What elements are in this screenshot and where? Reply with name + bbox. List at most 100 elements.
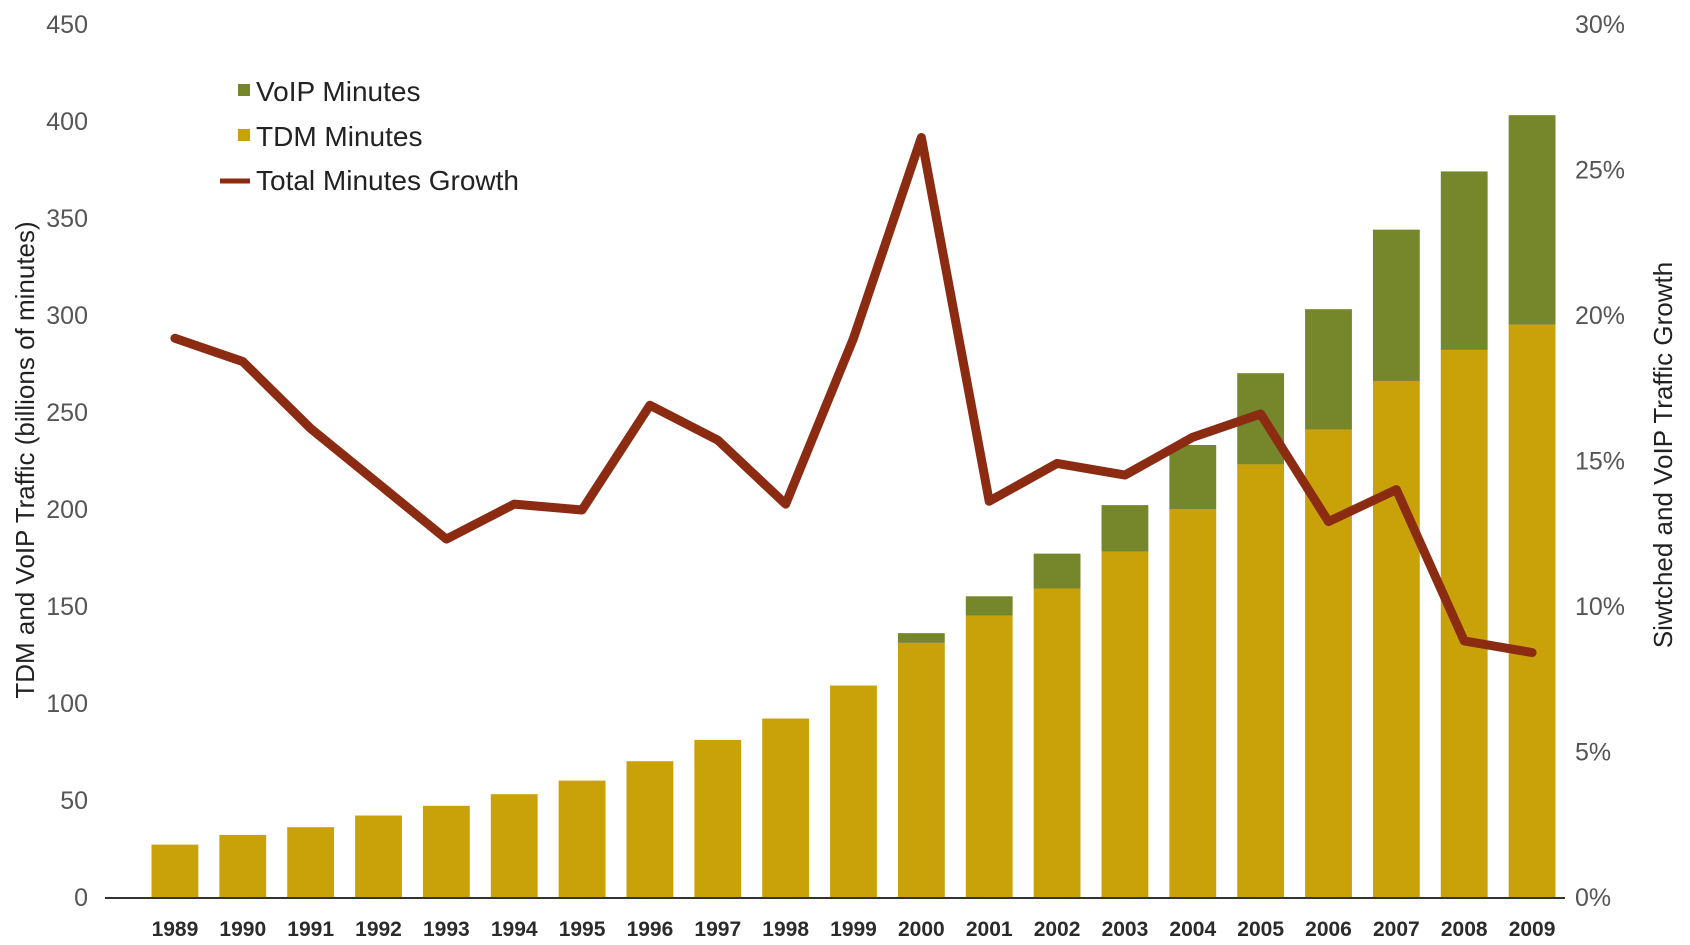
x-tick-label: 2001: [966, 918, 1013, 941]
bar-tdm: [1237, 464, 1285, 897]
growth-point: [717, 439, 719, 441]
growth-point: [310, 427, 312, 429]
y2-tick-label: 5%: [1575, 739, 1611, 767]
y-axis-title: TDM and VoIP Traffic (billions of minute…: [10, 221, 40, 698]
y2-axis-title: Siwtched and VoIP Traffic Growth: [1648, 262, 1678, 648]
x-tick-label: 2002: [1034, 918, 1081, 941]
x-tick-label: 1992: [355, 918, 402, 941]
left-axis-ticks: 0 50 100 150 200 250 300 350 400 450: [46, 11, 88, 912]
x-tick-label: 2008: [1441, 918, 1488, 941]
y-tick-label: 350: [46, 205, 88, 233]
y-tick-label: 450: [46, 11, 88, 39]
x-tick-label: 2004: [1169, 918, 1216, 941]
bar-voip: [965, 596, 1013, 616]
x-tick-label: 1999: [830, 918, 877, 941]
bar-tdm: [287, 827, 335, 897]
legend-label-voip: VoIP Minutes: [256, 76, 420, 107]
y2-tick-label: 0%: [1575, 884, 1611, 912]
legend-label-tdm: TDM Minutes: [256, 121, 422, 152]
growth-point: [174, 337, 176, 339]
bar-voip: [1033, 553, 1081, 589]
growth-line-layer: [170, 132, 1537, 658]
bar-tdm: [355, 815, 402, 897]
legend-label-growth: Total Minutes Growth: [256, 165, 519, 196]
bar-tdm: [151, 844, 199, 897]
bar-voip: [1508, 115, 1556, 325]
growth-point: [649, 404, 651, 406]
y2-tick-label: 15%: [1575, 448, 1625, 476]
y-tick-label: 200: [46, 496, 88, 524]
growth-point: [1463, 640, 1465, 642]
x-tick-label: 1996: [627, 918, 674, 941]
bar-voip: [1169, 444, 1217, 509]
growth-point: [1192, 436, 1194, 438]
bar-layer: [151, 115, 1556, 898]
y-tick-label: 250: [46, 399, 88, 427]
right-axis-ticks: 0% 5% 10% 15% 20% 25% 30%: [1575, 11, 1625, 912]
y-tick-label: 50: [60, 787, 88, 815]
growth-point: [1260, 413, 1262, 415]
x-tick-label: 2007: [1373, 918, 1420, 941]
x-tick-label: 2005: [1237, 918, 1284, 941]
x-tick-label: 1995: [559, 918, 606, 941]
bar-tdm: [1169, 509, 1217, 897]
growth-point: [1328, 521, 1329, 523]
growth-point: [920, 136, 922, 138]
y2-tick-label: 30%: [1575, 11, 1625, 39]
bar-tdm: [694, 739, 742, 897]
bar-tdm: [626, 761, 674, 897]
bar-tdm: [1440, 349, 1488, 897]
y-tick-label: 0: [74, 884, 88, 912]
y-tick-label: 150: [46, 593, 88, 621]
bar-voip: [1101, 505, 1149, 552]
bar-voip: [1440, 171, 1488, 350]
bar-tdm: [422, 805, 470, 897]
bar-tdm: [558, 780, 606, 897]
x-tick-label: 1990: [219, 918, 266, 941]
x-tick-label: 1989: [152, 918, 199, 941]
x-tick-label: 1993: [423, 918, 470, 941]
x-tick-label: 2003: [1102, 918, 1149, 941]
bar-tdm: [219, 834, 267, 897]
growth-point: [1395, 489, 1397, 491]
bar-tdm: [965, 615, 1013, 897]
growth-point: [242, 361, 244, 363]
y2-tick-label: 20%: [1575, 302, 1625, 330]
growth-point: [581, 509, 583, 511]
growth-point: [1124, 474, 1126, 476]
y-tick-label: 100: [46, 690, 88, 718]
legend: VoIP Minutes TDM Minutes Total Minutes G…: [220, 76, 519, 196]
growth-point: [1056, 462, 1058, 464]
bar-voip: [897, 633, 945, 643]
bar-voip: [1305, 309, 1352, 430]
y-tick-label: 400: [46, 108, 88, 136]
x-tick-label: 1994: [491, 918, 538, 941]
growth-point: [988, 500, 990, 502]
legend-swatch-voip: [238, 84, 250, 96]
bar-tdm: [490, 794, 538, 897]
bar-tdm: [1101, 551, 1149, 897]
x-tick-label: 1998: [762, 918, 809, 941]
x-tick-label: 1997: [694, 918, 741, 941]
x-tick-label: 2006: [1305, 918, 1352, 941]
y2-tick-label: 25%: [1575, 157, 1625, 185]
y-tick-label: 300: [46, 302, 88, 330]
x-axis-ticks: 1989 1990 1991 1992 1993 1994 1995 1996 1997 1998…: [152, 918, 1556, 941]
growth-point: [445, 538, 447, 540]
bar-tdm: [762, 718, 810, 897]
growth-point: [853, 337, 854, 339]
growth-point: [378, 483, 379, 485]
x-tick-label: 2009: [1509, 918, 1556, 941]
bar-tdm: [1305, 429, 1352, 897]
growth-point: [1531, 652, 1533, 654]
x-tick-label: 1991: [287, 918, 334, 941]
growth-point: [785, 503, 787, 505]
bar-tdm: [897, 642, 945, 897]
bar-voip: [1372, 229, 1420, 381]
bar-tdm: [830, 685, 877, 897]
bar-tdm: [1372, 380, 1420, 898]
bar-tdm: [1508, 324, 1556, 897]
y2-tick-label: 10%: [1575, 593, 1625, 621]
growth-point: [513, 503, 515, 505]
